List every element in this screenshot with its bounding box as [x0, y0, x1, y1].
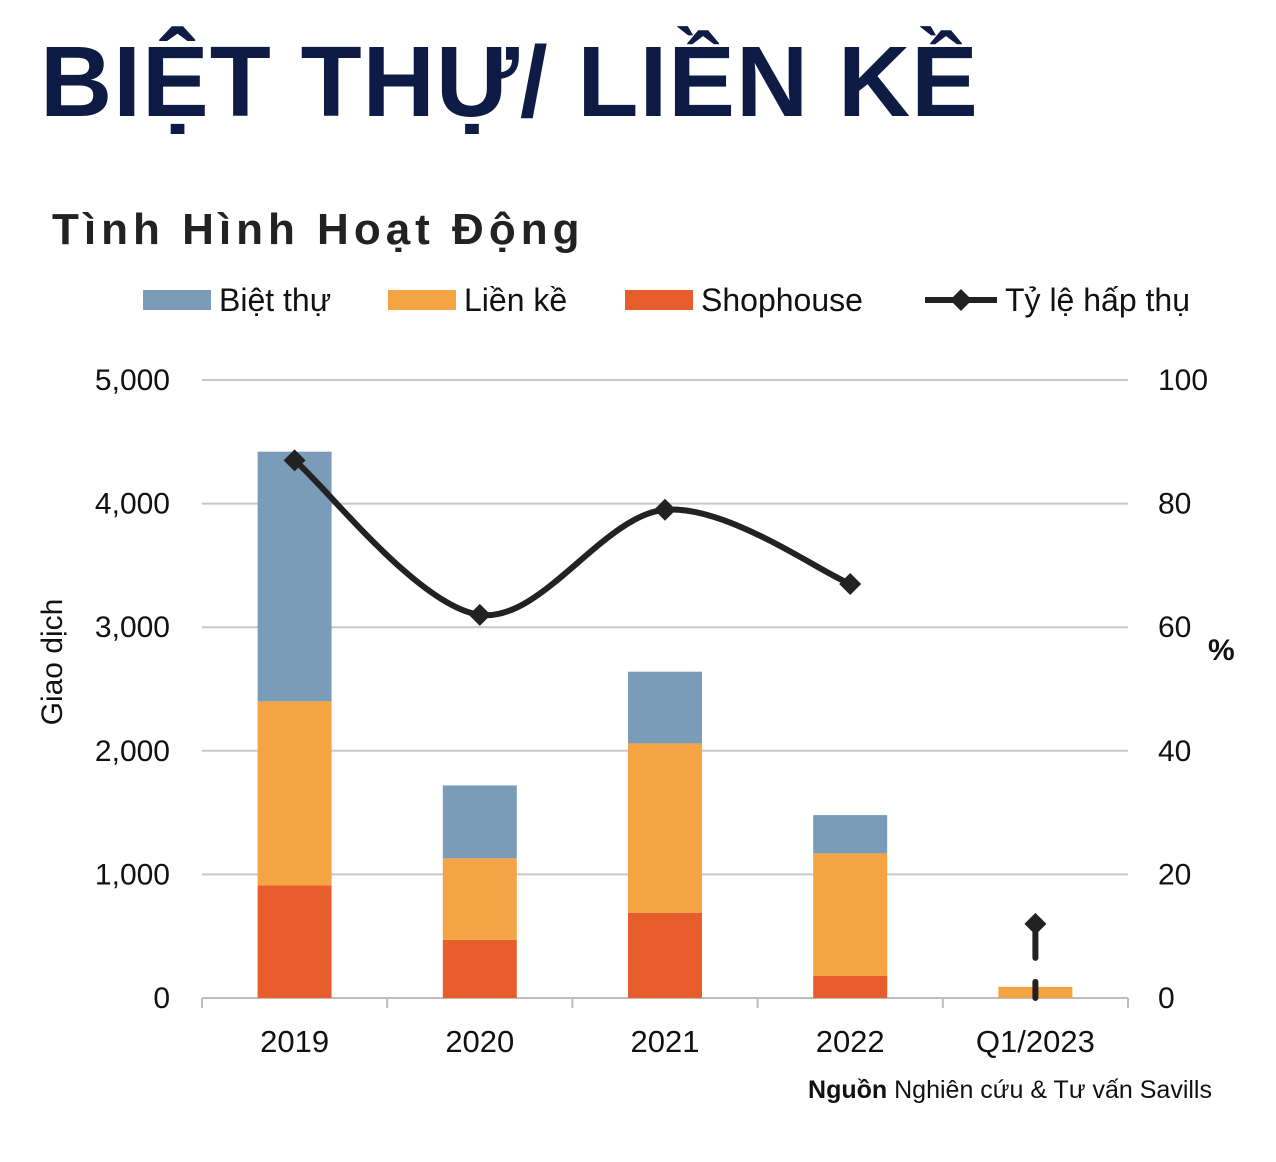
bar-segment	[628, 912, 702, 998]
bar-segment	[442, 858, 517, 940]
legend-marker	[950, 289, 972, 311]
legend-swatch	[388, 290, 456, 310]
x-tick-label: 2022	[816, 1024, 885, 1059]
x-tick-label: 2021	[631, 1024, 700, 1059]
y-axis-title: Giao dịch	[36, 599, 69, 726]
absorption-marker	[654, 498, 676, 521]
source-note: Nguồn Nghiên cứu & Tư vấn Savills	[808, 1076, 1212, 1105]
legend-label: Liền kề	[464, 282, 567, 318]
y-tick-label: 5,000	[95, 364, 170, 397]
source-label: Nguồn	[808, 1076, 888, 1104]
bar-segment	[442, 939, 517, 998]
y2-tick-label: 0	[1158, 982, 1175, 1015]
absorption-chart: 0 1,000 2,000 3,000 4,000 5,000 0 20 40 60 80 100 20…	[36, 282, 1235, 1059]
y2-tick-label: 20	[1158, 858, 1191, 891]
x-tick-label: Q1/2023	[976, 1024, 1095, 1059]
bar-segment	[257, 451, 332, 702]
legend-label: Tỷ lệ hấp thụ	[1005, 282, 1190, 318]
legend-label: Shophouse	[701, 282, 863, 318]
y2-tick-label: 80	[1158, 488, 1191, 521]
y-tick-label: 4,000	[95, 488, 170, 521]
x-tick-label: 2019	[260, 1024, 329, 1059]
bar-segment	[813, 853, 888, 976]
bar-segment	[442, 785, 517, 859]
y2-tick-label: 60	[1158, 611, 1191, 644]
legend-swatch	[143, 290, 211, 310]
y2-axis-title: %	[1208, 634, 1235, 667]
page-title: BIỆT THỰ/ LIỀN KỀ	[40, 26, 979, 138]
absorption-line	[291, 457, 854, 619]
y-tick-label: 1,000	[95, 858, 170, 891]
x-tick-label: 2020	[445, 1024, 514, 1059]
y2-tick-label: 40	[1158, 735, 1191, 768]
legend-swatch	[625, 290, 693, 310]
y-tick-label: 2,000	[95, 735, 170, 768]
absorption-marker	[1024, 912, 1047, 935]
chart-subtitle: Tình Hình Hoạt Động	[52, 205, 585, 254]
legend-label: Biệt thự	[219, 282, 331, 318]
y2-tick-label: 100	[1158, 364, 1208, 397]
bar-segment	[257, 701, 332, 886]
source-text: Nghiên cứu & Tư vấn Savills	[887, 1076, 1212, 1104]
bar-segment	[813, 975, 888, 998]
bar-segment	[628, 671, 702, 744]
absorption-marker	[839, 572, 862, 595]
absorption-marker	[468, 603, 491, 626]
bar-segment	[628, 743, 702, 913]
y-tick-label: 0	[153, 982, 170, 1015]
absorption-marker	[283, 449, 306, 472]
y-tick-label: 3,000	[95, 611, 170, 644]
bar-segment	[813, 815, 888, 854]
bar-segment	[257, 885, 332, 998]
